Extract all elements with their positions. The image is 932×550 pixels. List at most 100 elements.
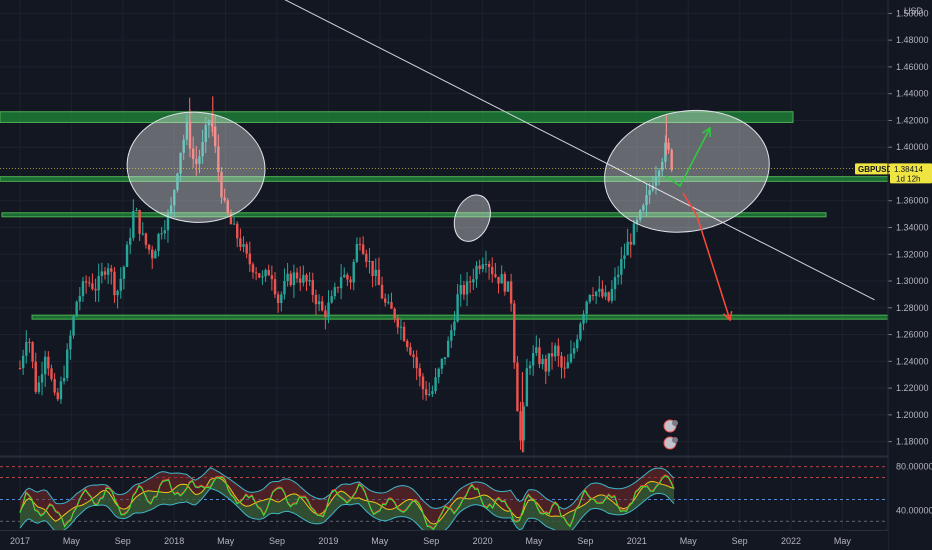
candle-body <box>456 294 459 322</box>
candle-body <box>387 302 390 304</box>
price-tick-label: 1.34000 <box>896 223 929 233</box>
candle-body <box>522 406 525 441</box>
candle-body <box>651 185 654 191</box>
candle-body <box>579 323 582 340</box>
time-tick-label: May <box>834 536 852 546</box>
candle-body <box>648 190 651 195</box>
candle-body <box>295 272 299 279</box>
price-tick-label: 1.20000 <box>896 410 929 420</box>
candle-body <box>135 210 138 212</box>
indicator-signal-line <box>19 477 675 525</box>
candle-body <box>566 362 569 369</box>
candle-body <box>380 284 384 299</box>
time-tick-label: Sep <box>115 536 131 546</box>
candle-body <box>283 281 286 295</box>
candle-body <box>390 302 393 309</box>
candle-body <box>185 121 189 140</box>
candle-body <box>535 347 538 354</box>
candle-body <box>598 288 601 292</box>
time-tick-label: May <box>680 536 698 546</box>
candle-body <box>513 303 516 363</box>
candle-body <box>396 318 399 328</box>
candle-body <box>207 120 211 126</box>
candle-body <box>654 176 658 186</box>
candle-body <box>661 161 664 171</box>
candle-body <box>261 276 264 278</box>
last-price-badge <box>890 163 932 184</box>
candle-body <box>591 295 595 297</box>
chart-grid <box>0 0 932 530</box>
candle-body <box>18 368 22 370</box>
candle-body <box>144 233 148 245</box>
candle-body <box>239 238 242 247</box>
candle-body <box>305 274 308 282</box>
candle-body <box>450 330 453 341</box>
candles <box>18 96 673 453</box>
candle-body <box>21 355 25 369</box>
candle-body <box>541 358 544 365</box>
price-tick-label: 1.48000 <box>896 35 929 45</box>
candle-body <box>333 287 337 297</box>
candle-body <box>462 285 466 295</box>
candle-body <box>472 279 475 283</box>
candle-body <box>635 219 639 224</box>
candle-body <box>402 326 406 341</box>
support-resistance-zone <box>0 111 794 123</box>
time-axis[interactable]: 2017 May Sep 2018 May Sep 2019 May Sep 2020 May Sep… <box>0 530 888 550</box>
candle-body <box>569 353 573 363</box>
time-tick-label: 2021 <box>627 536 647 546</box>
bearish-arrow-head <box>722 311 733 322</box>
candle-body <box>459 285 462 295</box>
candle-body <box>506 281 510 292</box>
bearish-arrow <box>682 192 733 322</box>
candle-body <box>119 278 122 291</box>
candle-body <box>308 280 311 282</box>
candle-body <box>639 210 642 220</box>
candle-body <box>421 376 425 390</box>
candle-body <box>40 374 44 383</box>
symbol-badge <box>855 163 890 175</box>
candle-body <box>443 357 447 359</box>
bullish-arrow-path <box>665 127 711 188</box>
candle-body <box>497 276 500 284</box>
price-tick-label: 1.44000 <box>896 89 929 99</box>
candle-body <box>491 267 494 275</box>
candle-body <box>267 269 270 276</box>
price-tick-label: 1.42000 <box>896 115 929 125</box>
trend-line <box>284 0 875 301</box>
candle-body <box>103 271 107 275</box>
candle-body <box>365 253 368 262</box>
candle-body <box>352 261 355 283</box>
candle-body <box>264 269 267 277</box>
candle-body <box>311 280 314 295</box>
price-tick-label: 1.32000 <box>896 249 929 259</box>
candle-body <box>324 310 327 318</box>
candle-body <box>434 377 437 392</box>
candle-body <box>582 313 585 324</box>
candle-body <box>195 158 198 164</box>
candle-body <box>28 341 31 343</box>
price-tick-label: 1.50000 <box>896 8 929 18</box>
countdown-label: 1d 12h <box>896 174 920 183</box>
candle-body <box>383 298 387 303</box>
indicator-pane <box>0 466 888 537</box>
candle-body <box>34 361 37 392</box>
candle-body <box>531 353 535 366</box>
candle-body <box>242 244 245 247</box>
candle-body <box>550 353 554 357</box>
candle-body <box>37 382 41 392</box>
candle-body <box>72 316 75 336</box>
time-tick-label: May <box>63 536 81 546</box>
candle-body <box>132 210 135 238</box>
candle-body <box>226 200 229 214</box>
candle-body <box>91 283 94 289</box>
candle-body <box>626 241 629 256</box>
candle-body <box>374 269 377 277</box>
candle-body <box>343 274 346 278</box>
candle-body <box>160 233 163 235</box>
candle-body <box>446 340 450 358</box>
candle-body <box>220 172 223 198</box>
candle-body <box>478 265 481 270</box>
